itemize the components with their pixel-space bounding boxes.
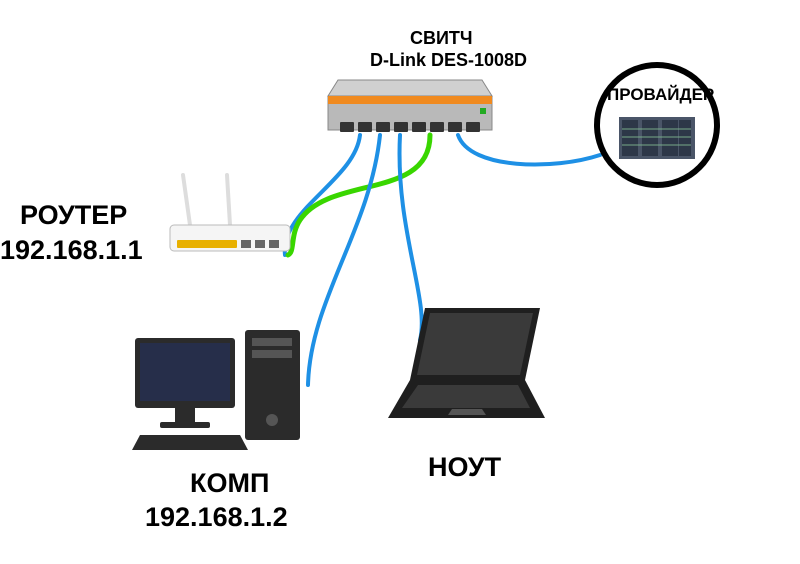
switch-device: [320, 78, 500, 138]
switch-label-line2: D-Link DES-1008D: [370, 50, 527, 71]
laptop-device: [370, 300, 550, 430]
router-ip-label: 192.168.1.1: [0, 235, 143, 266]
provider-node: [592, 60, 722, 190]
desktop-pc-device: [130, 320, 310, 455]
router-label-line1: РОУТЕР: [20, 200, 127, 231]
provider-label: ПРОВАЙДЕР: [607, 85, 714, 105]
pc-ip-label: 192.168.1.2: [145, 502, 288, 533]
network-diagram: СВИТЧ D-Link DES-1008D ПРОВАЙДЕР РОУТЕР …: [0, 0, 800, 564]
switch-label-line1: СВИТЧ: [410, 28, 473, 49]
laptop-label: НОУТ: [428, 452, 501, 483]
pc-label-line1: КОМП: [190, 468, 269, 499]
router-device: [165, 170, 295, 255]
